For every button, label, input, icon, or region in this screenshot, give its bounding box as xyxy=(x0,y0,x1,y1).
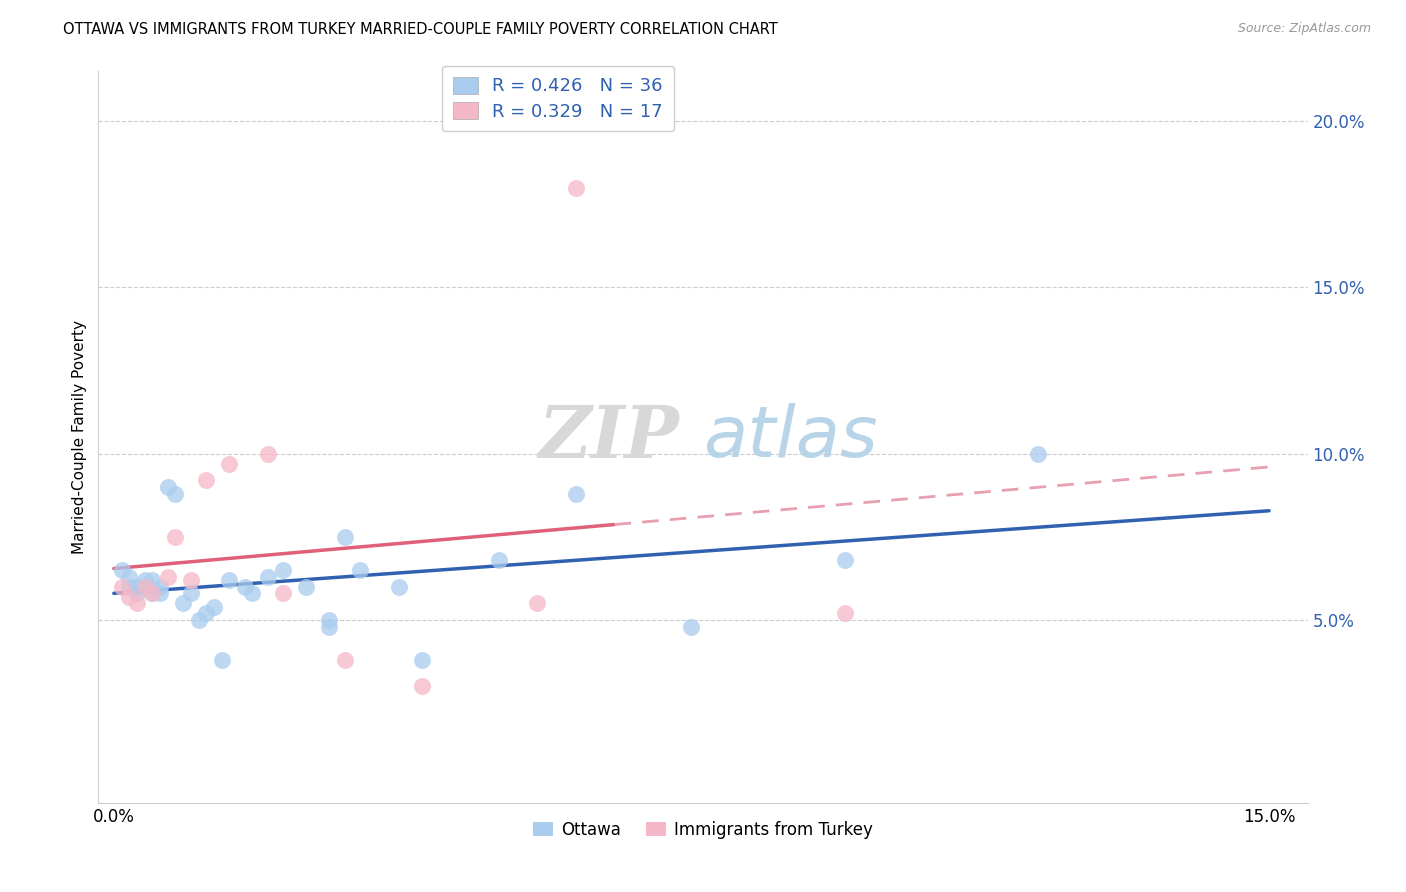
Point xyxy=(141,586,163,600)
Legend: Ottawa, Immigrants from Turkey: Ottawa, Immigrants from Turkey xyxy=(526,814,880,846)
Point xyxy=(242,586,264,600)
Point xyxy=(110,580,132,594)
Point xyxy=(118,580,141,594)
Point xyxy=(134,580,156,594)
Point xyxy=(118,570,141,584)
Point xyxy=(202,599,225,614)
Point xyxy=(180,573,202,587)
Point xyxy=(195,473,218,487)
Y-axis label: Married-Couple Family Poverty: Married-Couple Family Poverty xyxy=(72,320,87,554)
Point xyxy=(834,553,856,567)
Point xyxy=(125,596,148,610)
Point xyxy=(141,573,163,587)
Point xyxy=(218,457,240,471)
Point xyxy=(149,580,172,594)
Point xyxy=(110,563,132,577)
Point xyxy=(187,613,209,627)
Point xyxy=(295,580,318,594)
Point xyxy=(388,580,411,594)
Point xyxy=(195,607,218,621)
Point xyxy=(149,586,172,600)
Point xyxy=(271,563,294,577)
Point xyxy=(156,480,179,494)
Point xyxy=(257,570,280,584)
Text: Source: ZipAtlas.com: Source: ZipAtlas.com xyxy=(1237,22,1371,36)
Text: ZIP: ZIP xyxy=(538,401,679,473)
Point xyxy=(411,653,433,667)
Point xyxy=(411,680,433,694)
Point xyxy=(271,586,294,600)
Point xyxy=(1026,447,1049,461)
Point xyxy=(165,486,187,500)
Point xyxy=(681,619,703,633)
Text: atlas: atlas xyxy=(703,402,877,472)
Point xyxy=(134,573,156,587)
Point xyxy=(318,619,340,633)
Point xyxy=(218,573,240,587)
Point xyxy=(156,570,179,584)
Point xyxy=(565,180,588,194)
Point xyxy=(125,580,148,594)
Point xyxy=(565,486,588,500)
Point xyxy=(834,607,856,621)
Point xyxy=(233,580,256,594)
Point xyxy=(349,563,371,577)
Point xyxy=(318,613,340,627)
Text: OTTAWA VS IMMIGRANTS FROM TURKEY MARRIED-COUPLE FAMILY POVERTY CORRELATION CHART: OTTAWA VS IMMIGRANTS FROM TURKEY MARRIED… xyxy=(63,22,778,37)
Point xyxy=(141,586,163,600)
Point xyxy=(165,530,187,544)
Point xyxy=(488,553,510,567)
Point xyxy=(118,590,141,604)
Point xyxy=(125,586,148,600)
Point xyxy=(333,653,356,667)
Point xyxy=(333,530,356,544)
Point xyxy=(134,580,156,594)
Point xyxy=(211,653,233,667)
Point xyxy=(257,447,280,461)
Point xyxy=(180,586,202,600)
Point xyxy=(526,596,548,610)
Point xyxy=(172,596,194,610)
